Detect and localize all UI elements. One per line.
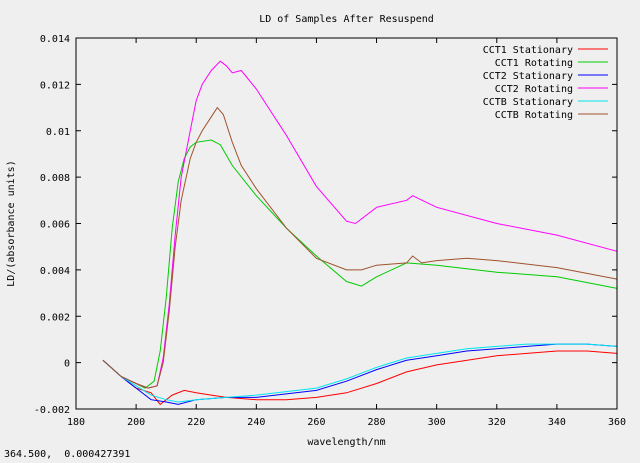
x-tick-label: 260	[307, 417, 325, 428]
series-line-cct2-rotating	[102, 60, 618, 389]
y-tick-label: 0.006	[40, 220, 70, 231]
series-group	[102, 60, 618, 406]
legend-label-cct2-rotating: CCT2 Rotating	[495, 84, 573, 95]
y-tick-label: 0.014	[40, 34, 70, 45]
series-line-cct1-stationary	[102, 350, 618, 406]
y-tick-label: 0.004	[40, 266, 70, 277]
legend-label-cct1-stationary: CCT1 Stationary	[483, 45, 573, 56]
y-tick-label: 0	[64, 359, 70, 370]
x-tick-label: 280	[368, 417, 386, 428]
y-tick-label: 0.008	[40, 173, 70, 184]
chart-title: LD of Samples After Resuspend	[259, 14, 434, 25]
series-line-cctb-stationary	[102, 343, 618, 403]
x-axis-label: wavelength/nm	[307, 437, 385, 448]
y-tick-label: 0.012	[40, 80, 70, 91]
legend-label-cctb-rotating: CCTB Rotating	[495, 110, 573, 121]
x-tick-label: 300	[428, 417, 446, 428]
y-tick-label: 0.01	[46, 127, 70, 138]
y-axis-label: LD/(absorbance units)	[6, 160, 17, 286]
y-tick-label: -0.002	[34, 405, 70, 416]
legend: CCT1 Stationary CCT1 Rotating CCT2 Station…	[483, 45, 608, 121]
x-tick-label: 200	[127, 417, 145, 428]
x-tick-label: 360	[608, 417, 626, 428]
legend-label-cctb-stationary: CCTB Stationary	[483, 97, 573, 108]
series-line-cct1-rotating	[102, 139, 618, 389]
x-tick-label: 240	[247, 417, 265, 428]
legend-label-cct2-stationary: CCT2 Stationary	[483, 71, 573, 82]
cursor-coordinates-readout: 364.500, 0.000427391	[4, 449, 131, 460]
x-tick-label: 320	[488, 417, 506, 428]
series-line-cct2-stationary	[102, 343, 618, 405]
x-tick-label: 340	[548, 417, 566, 428]
legend-label-cct1-rotating: CCT1 Rotating	[495, 58, 573, 69]
x-tick-label: 180	[67, 417, 85, 428]
y-tick-label: 0.002	[40, 312, 70, 323]
axis-ticks: 180 200 220 240 260 280 300 320 340 360 -0.002 0 0.0…	[34, 34, 626, 428]
x-tick-label: 220	[187, 417, 205, 428]
series-line-cctb-rotating	[102, 106, 618, 389]
